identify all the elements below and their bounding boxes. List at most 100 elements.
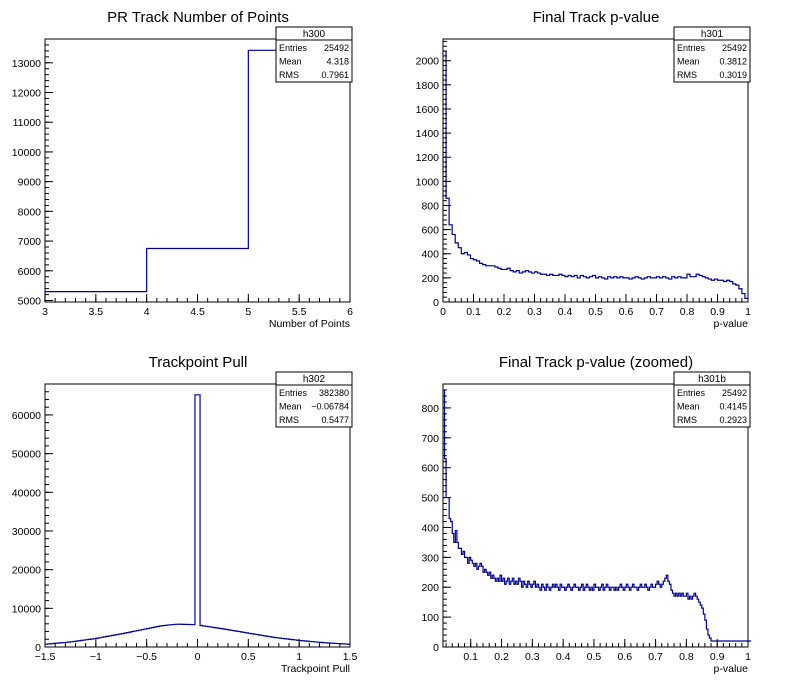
stats-box-frame [275,26,353,83]
stats-entries-value: 382380 [319,388,349,398]
x-tick-label: 3.5 [89,306,104,318]
stats-mean-label: Mean [279,402,302,412]
y-tick-label: 0 [433,297,439,309]
x-tick-label: 0.5 [241,651,256,663]
chart-title: Final Track p-value [533,9,660,26]
x-tick-label: 0.7 [648,651,663,663]
x-tick-label: 1 [296,651,302,663]
x-tick-label: 0.2 [494,651,509,663]
stats-mean-value: 4.318 [326,57,349,67]
stats-box-frame [673,371,751,428]
pad-1: PR Track Number of Points 5000 6000 7000 800… [12,9,353,330]
stats-entries-value: 25492 [722,388,747,398]
y-tick-label: 400 [421,522,439,534]
y-tick-label: 200 [421,273,439,285]
y-tick-label: 800 [421,403,439,415]
histogram-name: h302 [303,374,326,385]
y-tick-label: 13000 [12,58,41,70]
y-tick-label: 7000 [18,236,42,248]
pad-4: Final Track p-value (zoomed) 0 100 200 300 40… [421,354,752,675]
x-axis-label: p-value [714,318,749,330]
stats-mean-label: Mean [279,57,302,67]
histogram-line [44,49,350,302]
x-tick-label: 0 [195,651,201,663]
y-tick-label: 600 [421,463,439,475]
x-axis-label: p-value [714,663,749,675]
y-tick-label: 700 [421,433,439,445]
y-tick-label: 600 [421,225,439,237]
stats-rms-label: RMS [677,70,697,80]
stats-rms-label: RMS [279,70,299,80]
stats-box: h302 Entries 382380 Mean −0.06784 RMS 0.5477 [275,371,353,428]
x-tick-label: 0.7 [649,306,664,318]
y-tick-label: 8000 [18,206,42,218]
y-tick-label: 1200 [416,152,440,164]
x-tick-label: 0 [440,306,446,318]
x-tick-label: 0.3 [527,306,542,318]
x-tick-label: 0.1 [463,651,478,663]
x-tick-label: 0.2 [497,306,512,318]
y-tick-label: 9000 [18,177,42,189]
stats-rms-label: RMS [279,415,299,425]
y-tick-label: 12000 [12,87,41,99]
x-tick-label: −0.5 [136,651,157,663]
x-tick-label: 0.4 [556,651,571,663]
stats-entries-label: Entries [677,43,706,53]
x-tick-label: 0.9 [710,651,725,663]
y-tick-label: 100 [421,612,439,624]
x-tick-label: 0.6 [619,306,634,318]
stats-mean-value: −0.06784 [311,402,349,412]
histogram-line [443,50,748,299]
stats-rms-value: 0.3019 [719,70,747,80]
x-tick-label: 1 [745,651,751,663]
y-tick-label: 0 [433,642,439,654]
y-tick-label: 20000 [12,565,41,577]
stats-mean-value: 0.4145 [719,402,747,412]
x-tick-label: 0.5 [588,306,603,318]
x-tick-label: 0.6 [617,651,632,663]
stats-entries-value: 25492 [722,43,747,53]
y-tick-label: 40000 [12,487,41,499]
x-tick-label: 0.8 [679,651,694,663]
stats-box: h301 Entries 25492 Mean 0.3812 RMS 0.3019 [673,26,751,83]
histogram-line [45,394,350,645]
y-tick-label: 200 [421,582,439,594]
x-tick-label: −1.5 [35,651,56,663]
x-tick-label: 0.9 [710,306,725,318]
y-tick-label: 800 [421,200,439,212]
stats-box-frame [275,371,353,428]
y-tick-label: 11000 [13,117,42,129]
y-tick-label: 1800 [416,80,440,92]
x-tick-label: 6 [347,306,353,318]
stats-mean-label: Mean [677,57,700,67]
y-tick-label: 5000 [18,296,42,308]
stats-mean-value: 0.3812 [719,57,747,67]
stats-rms-label: RMS [677,415,697,425]
y-tick-label: 2000 [416,56,440,68]
y-tick-label: 6000 [18,266,42,278]
y-tick-label: 10000 [12,147,41,159]
y-tick-label: 1600 [416,104,440,116]
y-tick-label: 1000 [416,176,440,188]
x-tick-label: 5 [245,306,251,318]
histogram-line [443,389,752,642]
x-tick-label: 4.5 [190,306,205,318]
x-tick-label: −1 [90,651,102,663]
y-tick-label: 60000 [12,410,41,422]
y-tick-label: 0 [35,642,41,654]
x-tick-label: 0.5 [587,651,602,663]
stats-rms-value: 0.7961 [321,70,349,80]
y-tick-label: 50000 [12,449,41,461]
stats-mean-label: Mean [677,402,700,412]
y-tick-label: 500 [421,493,439,505]
chart-title: Trackpoint Pull [149,354,248,371]
x-axis-label: Number of Points [269,318,350,330]
x-tick-label: 0.3 [525,651,540,663]
x-tick-label: 0.4 [558,306,573,318]
stats-rms-value: 0.2923 [719,415,747,425]
histogram-name: h301 [701,29,724,40]
y-tick-label: 400 [421,249,439,261]
x-axis-label: Trackpoint Pull [281,663,350,675]
stats-rms-value: 0.5477 [321,415,349,425]
